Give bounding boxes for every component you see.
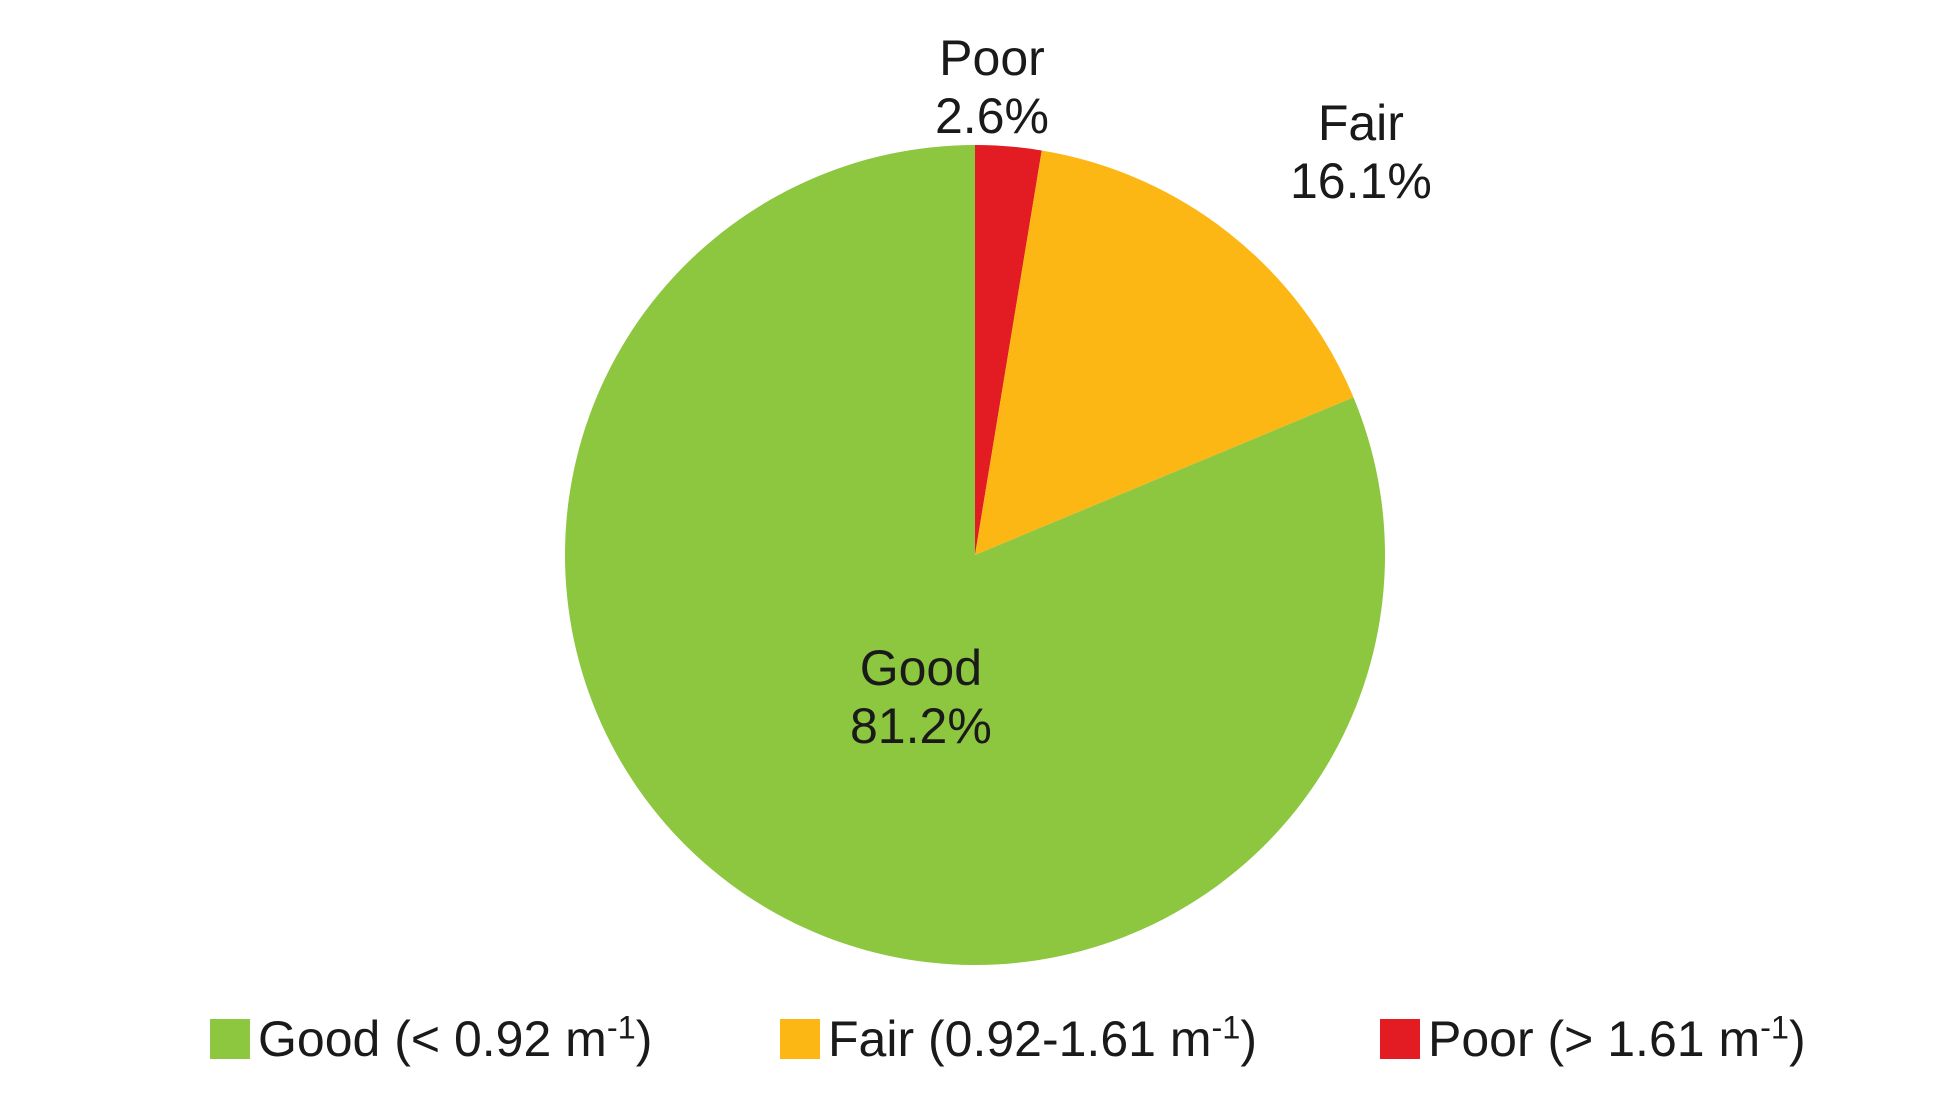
- legend-item-fair: Fair (0.92-1.61 m-1): [780, 1010, 1257, 1068]
- legend-swatch-good: [210, 1019, 250, 1059]
- pie-chart-svg: [0, 0, 1950, 1106]
- slice-label-fair-name: Fair: [1290, 95, 1432, 153]
- slice-label-poor-name: Poor: [935, 30, 1049, 88]
- legend-item-good: Good (< 0.92 m-1): [210, 1010, 652, 1068]
- pie-chart-container: Poor 2.6% Fair 16.1% Good 81.2% Good (< …: [0, 0, 1950, 1106]
- slice-label-good-name: Good: [850, 640, 992, 698]
- legend-swatch-poor: [1380, 1019, 1420, 1059]
- slice-label-poor-pct: 2.6%: [935, 88, 1049, 146]
- legend-item-poor: Poor (> 1.61 m-1): [1380, 1010, 1806, 1068]
- slice-label-good: Good 81.2%: [850, 640, 992, 755]
- legend-text-fair: Fair (0.92-1.61 m-1): [828, 1010, 1257, 1068]
- slice-label-poor: Poor 2.6%: [935, 30, 1049, 145]
- legend-swatch-fair: [780, 1019, 820, 1059]
- legend-text-poor: Poor (> 1.61 m-1): [1428, 1010, 1806, 1068]
- slice-label-fair-pct: 16.1%: [1290, 153, 1432, 211]
- slice-label-good-pct: 81.2%: [850, 698, 992, 756]
- slice-label-fair: Fair 16.1%: [1290, 95, 1432, 210]
- legend-text-good: Good (< 0.92 m-1): [258, 1010, 652, 1068]
